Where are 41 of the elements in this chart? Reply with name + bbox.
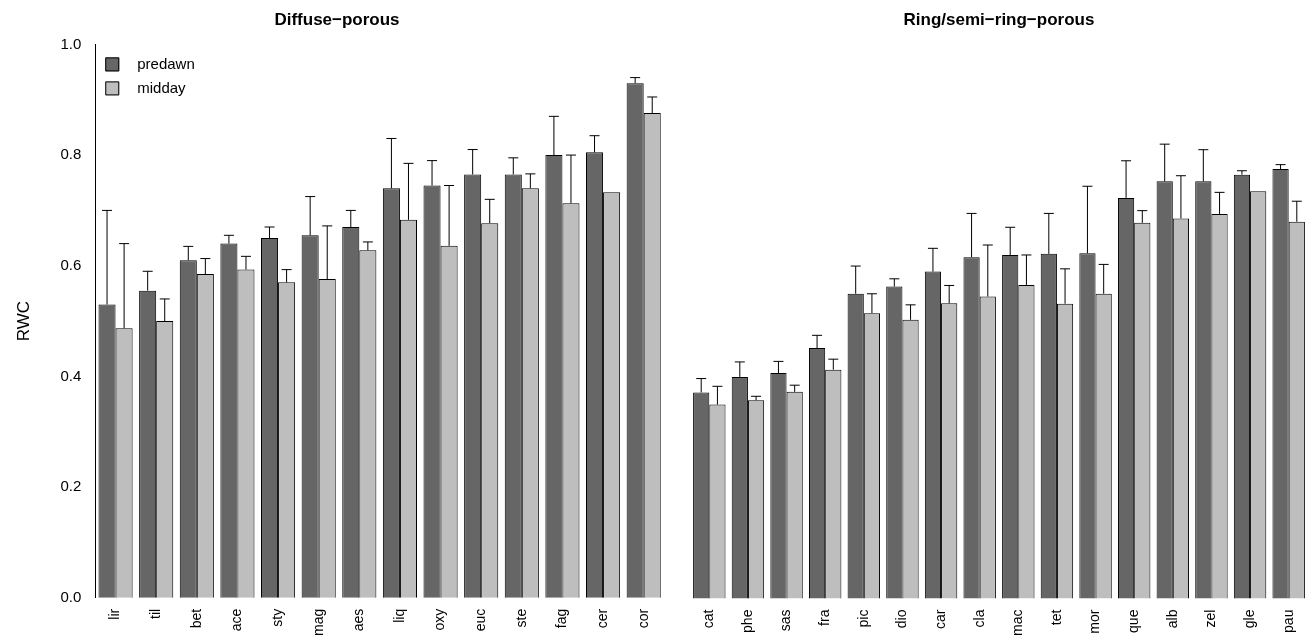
x-tick-label: pau bbox=[1279, 609, 1296, 633]
legend-label: midday bbox=[137, 78, 187, 96]
x-tick-label: sty bbox=[268, 608, 285, 627]
chart-title: Ring/semi−ring−porous bbox=[903, 9, 1095, 29]
x-tick-label: til bbox=[147, 608, 164, 619]
x-tick-label: fag bbox=[553, 608, 570, 629]
x-tick-label: zel bbox=[1202, 609, 1219, 628]
x-tick-label: oxy bbox=[431, 608, 448, 631]
x-tick-label: mor bbox=[1086, 609, 1103, 634]
y-axis-title: RWC bbox=[13, 300, 33, 342]
x-tick-label: fra bbox=[816, 609, 833, 626]
x-tick-label: mag bbox=[309, 608, 326, 636]
x-tick-label: aes bbox=[350, 608, 367, 632]
y-tick-label: 0.2 bbox=[60, 477, 82, 495]
x-tick-label: cor bbox=[634, 608, 651, 629]
x-tick-label: lir bbox=[106, 608, 123, 620]
x-tick-label: car bbox=[931, 609, 948, 629]
x-tick-label: cat bbox=[700, 609, 717, 629]
x-tick-label: tet bbox=[1047, 609, 1064, 626]
x-tick-label: gle bbox=[1240, 609, 1257, 629]
x-tick-label: alb bbox=[1163, 609, 1180, 629]
x-tick-label: ace bbox=[228, 608, 245, 632]
x-tick-label: pic bbox=[854, 609, 871, 628]
x-tick-label: sas bbox=[777, 609, 794, 632]
x-tick-label: euc bbox=[472, 608, 489, 632]
y-tick-label: 0.6 bbox=[60, 255, 82, 273]
x-tick-label: cer bbox=[593, 608, 610, 629]
x-tick-label: ste bbox=[512, 608, 529, 628]
chart-title: Diffuse−porous bbox=[274, 9, 400, 29]
x-tick-label: mac bbox=[1009, 609, 1026, 636]
x-tick-label: dio bbox=[893, 609, 910, 629]
x-tick-label: bet bbox=[187, 608, 204, 629]
x-tick-label: que bbox=[1125, 609, 1142, 633]
legend-label: predawn bbox=[137, 54, 195, 72]
y-tick-label: 1.0 bbox=[60, 34, 82, 52]
y-tick-label: 0.8 bbox=[60, 145, 82, 163]
y-tick-label: 0.4 bbox=[60, 366, 82, 384]
x-tick-label: phe bbox=[738, 609, 755, 633]
x-tick-label: liq bbox=[390, 608, 407, 623]
y-tick-label: 0.0 bbox=[60, 587, 82, 605]
x-tick-label: cla bbox=[970, 609, 987, 628]
